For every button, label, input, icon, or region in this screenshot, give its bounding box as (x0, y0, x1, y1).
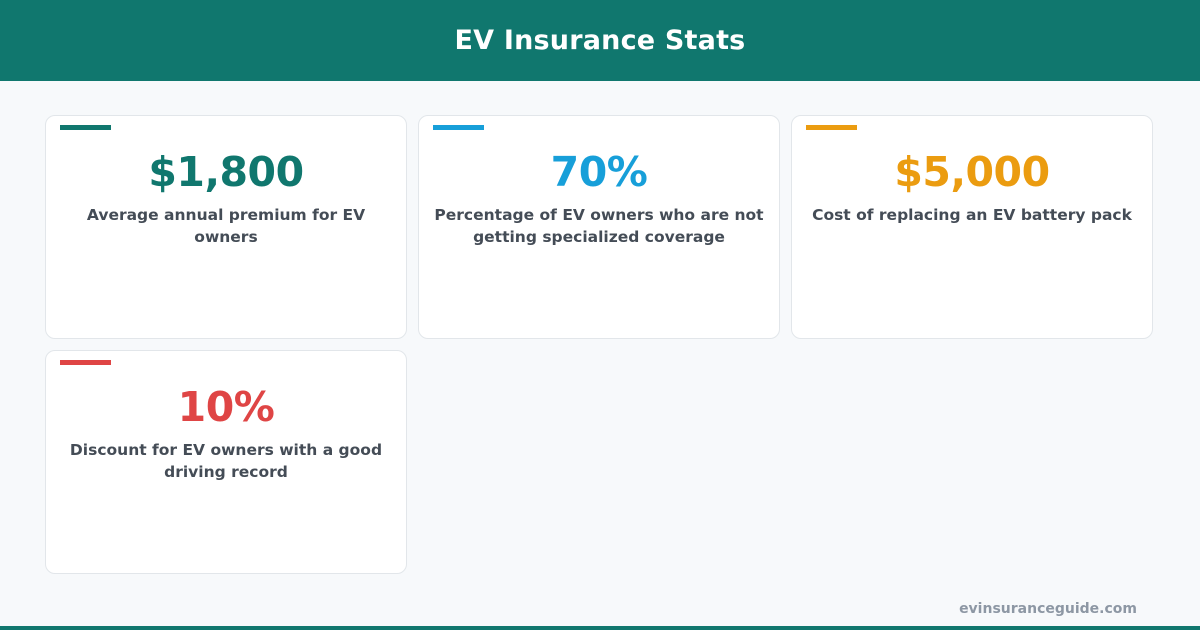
stat-description: Average annual premium for EV owners (86, 206, 366, 246)
stat-card-average-premium: $1,800 Average annual premium for EV own… (45, 115, 407, 339)
stat-value: $5,000 (894, 148, 1050, 196)
card-accent-bar (806, 125, 857, 130)
stat-description: Cost of replacing an EV battery pack (812, 206, 1132, 224)
stat-value: 10% (177, 383, 275, 431)
header-banner: EV Insurance Stats (0, 0, 1200, 81)
stat-card-no-specialized-coverage: 70% Percentage of EV owners who are not … (418, 115, 780, 339)
stat-value: 70% (550, 148, 648, 196)
card-accent-bar (433, 125, 484, 130)
stat-card-battery-replacement: $5,000 Cost of replacing an EV battery p… (791, 115, 1153, 339)
stat-description: Percentage of EV owners who are not gett… (434, 206, 764, 246)
card-accent-bar (60, 360, 111, 365)
card-accent-bar (60, 125, 111, 130)
stat-card-good-driver-discount: 10% Discount for EV owners with a good d… (45, 350, 407, 574)
page-title: EV Insurance Stats (454, 25, 746, 56)
stat-value: $1,800 (148, 148, 304, 196)
bottom-accent-bar (0, 626, 1200, 630)
site-url: evinsuranceguide.com (959, 601, 1137, 617)
stat-description: Discount for EV owners with a good drivi… (69, 441, 383, 481)
